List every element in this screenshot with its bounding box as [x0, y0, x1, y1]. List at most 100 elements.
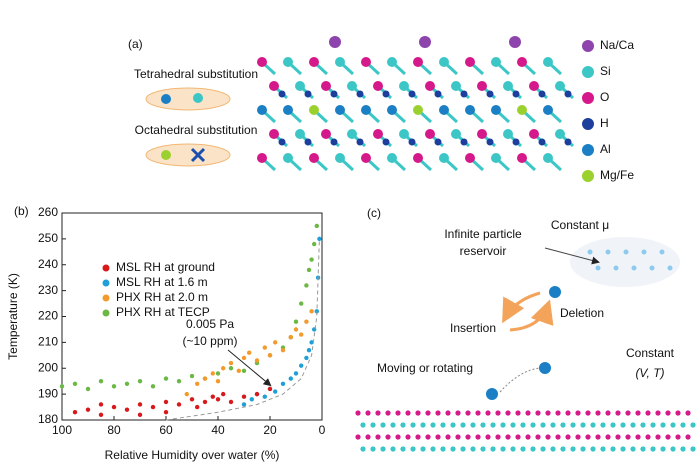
point — [111, 384, 117, 389]
atom — [520, 422, 526, 428]
point — [314, 223, 319, 229]
point — [124, 381, 130, 386]
atom — [410, 422, 416, 428]
legend-atom — [582, 66, 594, 78]
atom — [360, 422, 366, 428]
atom — [477, 81, 487, 91]
atom — [510, 446, 516, 452]
atom — [515, 434, 521, 440]
atom — [395, 434, 401, 440]
atom — [529, 129, 539, 139]
point — [254, 358, 260, 363]
atom — [365, 434, 371, 440]
atom — [413, 57, 423, 67]
atom — [560, 446, 566, 452]
atom — [330, 138, 338, 146]
point — [299, 363, 304, 368]
atom — [565, 434, 571, 440]
point — [241, 394, 247, 399]
atom — [555, 434, 561, 440]
point — [85, 386, 91, 392]
atom — [491, 153, 501, 163]
molecule — [587, 249, 593, 255]
legend-label: Al — [600, 142, 611, 156]
point — [293, 371, 299, 376]
atom — [505, 410, 511, 416]
path — [499, 367, 541, 393]
atom — [304, 90, 312, 98]
point — [150, 384, 156, 389]
legend-marker — [102, 264, 110, 272]
atom — [304, 138, 312, 146]
atom — [465, 105, 475, 115]
atom — [529, 81, 539, 91]
legend-label: MSL RH at ground — [116, 260, 215, 274]
legend-atom — [582, 40, 594, 52]
atom — [335, 153, 345, 163]
atom — [555, 81, 565, 91]
y-axis-label: Temperature (K) — [6, 273, 20, 360]
atom — [373, 81, 383, 91]
moving: Moving or rotating — [377, 361, 473, 375]
point — [293, 327, 299, 332]
x-tick-label: 100 — [52, 423, 72, 437]
atom — [555, 129, 565, 139]
atom — [451, 129, 461, 139]
tetra-icon — [145, 87, 231, 111]
atom — [595, 434, 601, 440]
atom — [530, 422, 536, 428]
y-tick-label: 260 — [38, 205, 58, 219]
molecule — [641, 249, 647, 255]
atom — [625, 434, 631, 440]
atom — [361, 153, 371, 163]
atom — [570, 446, 576, 452]
point — [312, 241, 317, 247]
annotation: 0.005 Pa — [186, 317, 234, 331]
annotation-arrow — [227, 349, 272, 387]
y-tick-label: 200 — [38, 360, 58, 374]
legend-label: H — [600, 116, 609, 130]
point — [189, 397, 195, 402]
vt: (V, T) — [635, 366, 664, 380]
tetra-icon — [161, 94, 171, 104]
point — [293, 319, 299, 324]
molecule — [623, 249, 629, 255]
atom — [321, 129, 331, 139]
atom — [660, 422, 666, 428]
point — [228, 366, 234, 371]
atom — [390, 446, 396, 452]
atom — [560, 422, 566, 428]
insertion: Insertion — [450, 321, 496, 335]
panel-label: (a) — [128, 37, 143, 51]
atom — [543, 57, 553, 67]
atom — [385, 434, 391, 440]
atom — [356, 90, 364, 98]
point — [215, 378, 221, 384]
atom — [495, 410, 501, 416]
atom — [670, 446, 676, 452]
atom — [283, 153, 293, 163]
atom — [465, 57, 475, 67]
atom — [405, 410, 411, 416]
point — [304, 319, 309, 324]
atom — [475, 410, 481, 416]
atom — [385, 410, 391, 416]
point — [306, 347, 312, 353]
atom — [580, 422, 586, 428]
atom — [660, 446, 666, 452]
atom — [370, 422, 376, 428]
atom — [360, 446, 366, 452]
atom — [439, 105, 449, 115]
atom — [635, 410, 641, 416]
molecule — [667, 265, 673, 271]
atom — [538, 90, 546, 98]
atom — [605, 434, 611, 440]
atom — [680, 422, 686, 428]
atom — [399, 129, 409, 139]
point — [189, 373, 195, 379]
point — [111, 404, 117, 410]
atom — [665, 410, 671, 416]
atom — [491, 105, 501, 115]
atom — [470, 446, 476, 452]
